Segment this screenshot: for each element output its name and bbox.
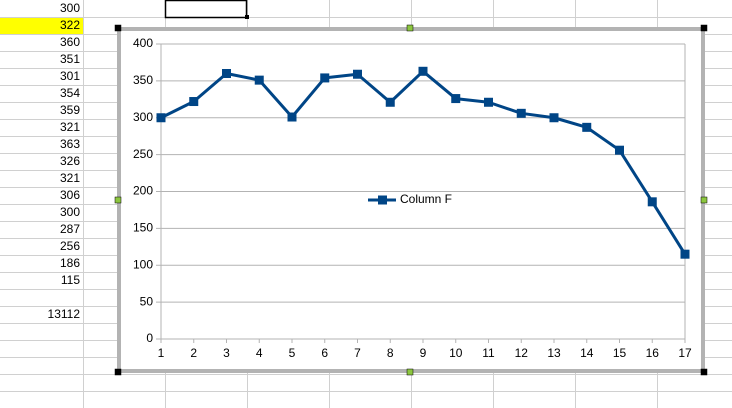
data-point (615, 145, 624, 155)
cell[interactable]: 300 (60, 1, 80, 15)
x-tick-label: 1 (158, 346, 165, 360)
y-tick-label: 400 (133, 36, 153, 50)
cell[interactable]: 363 (60, 137, 80, 151)
cell[interactable]: 306 (60, 188, 80, 202)
resize-handle[interactable] (406, 24, 414, 32)
x-tick-label: 13 (547, 346, 561, 360)
cell[interactable]: 354 (60, 86, 80, 100)
data-point (647, 197, 657, 207)
cell[interactable]: 300 (60, 205, 80, 219)
x-tick-label: 6 (321, 346, 328, 360)
cell[interactable]: 13112 (48, 307, 81, 321)
y-tick-label: 300 (133, 110, 153, 124)
resize-handle[interactable] (114, 196, 122, 204)
data-point (418, 66, 428, 76)
data-point (254, 75, 264, 85)
x-tick-label: 9 (420, 346, 427, 360)
x-tick-label: 15 (613, 346, 627, 360)
cell[interactable]: 256 (60, 239, 80, 253)
x-tick-label: 16 (646, 346, 660, 360)
cell[interactable]: 359 (60, 103, 80, 117)
resize-handle[interactable] (700, 196, 708, 204)
resize-handle[interactable] (406, 368, 414, 376)
x-tick-label: 2 (190, 346, 197, 360)
selection-handles (114, 24, 708, 376)
data-point (353, 69, 362, 79)
cell[interactable]: 351 (60, 52, 80, 66)
x-tick-label: 14 (580, 346, 594, 360)
y-tick-label: 150 (133, 221, 153, 235)
y-tick-label: 50 (140, 294, 154, 308)
resize-handle[interactable] (114, 24, 122, 32)
cell[interactable]: 287 (60, 222, 80, 236)
data-point (320, 73, 330, 83)
data-point (549, 113, 559, 123)
data-point (287, 112, 297, 122)
x-tick-label: 12 (515, 346, 529, 360)
data-point (156, 113, 166, 123)
y-tick-label: 100 (133, 257, 153, 271)
data-point (222, 69, 231, 78)
cell[interactable]: 321 (60, 120, 80, 134)
y-tick-label: 0 (146, 331, 153, 345)
y-tick-label: 250 (133, 147, 153, 161)
x-tick-label: 10 (449, 346, 463, 360)
data-point (516, 108, 526, 118)
cell[interactable]: 322 (60, 18, 80, 32)
data-point (484, 97, 493, 107)
x-tick-label: 7 (354, 346, 361, 360)
x-tick-label: 11 (482, 346, 495, 360)
legend-label: Column F (400, 192, 452, 206)
data-point (582, 122, 592, 132)
cell[interactable]: 301 (60, 69, 80, 83)
x-tick-label: 3 (223, 346, 230, 360)
x-tick-label: 8 (387, 346, 394, 360)
fill-handle[interactable] (245, 15, 249, 19)
data-point (680, 249, 690, 259)
x-tick-label: 4 (256, 346, 263, 360)
data-point (189, 97, 199, 107)
x-tick-label: 5 (289, 346, 296, 360)
resize-handle[interactable] (700, 24, 708, 32)
y-tick-label: 200 (133, 184, 153, 198)
x-tick-label: 17 (678, 346, 692, 360)
data-point (451, 94, 461, 104)
legend-marker (378, 195, 387, 205)
y-tick-label: 350 (133, 73, 153, 87)
cell[interactable]: 326 (60, 154, 80, 168)
cell[interactable]: 186 (60, 256, 80, 270)
resize-handle[interactable] (700, 368, 708, 376)
cell[interactable]: 321 (60, 171, 80, 185)
highlighted-cell (0, 18, 83, 34)
selected-cell[interactable] (164, 0, 248, 19)
data-point (385, 97, 395, 107)
chart-frame[interactable] (117, 27, 705, 373)
cell[interactable]: 360 (60, 35, 80, 49)
resize-handle[interactable] (114, 368, 122, 376)
cell[interactable]: 115 (61, 273, 80, 287)
